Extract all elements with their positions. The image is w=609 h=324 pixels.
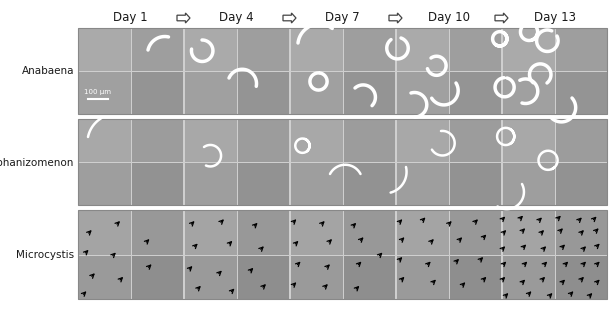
Bar xyxy=(236,210,289,254)
Bar xyxy=(396,210,448,254)
Bar xyxy=(130,162,183,205)
Bar xyxy=(184,71,236,114)
Bar xyxy=(130,119,183,162)
Bar xyxy=(396,254,448,299)
Bar xyxy=(290,162,342,205)
Bar xyxy=(448,162,501,205)
Bar xyxy=(290,210,342,254)
Bar xyxy=(342,162,395,205)
Polygon shape xyxy=(177,13,190,23)
Polygon shape xyxy=(495,13,508,23)
Bar xyxy=(555,71,607,114)
Bar xyxy=(448,71,501,114)
Text: 100 μm: 100 μm xyxy=(85,89,111,95)
Bar xyxy=(396,119,448,162)
Text: Day 1: Day 1 xyxy=(113,11,148,25)
Bar xyxy=(130,71,183,114)
Bar xyxy=(290,71,342,114)
Bar xyxy=(342,28,395,71)
Bar xyxy=(78,28,607,114)
Bar xyxy=(555,119,607,162)
Bar xyxy=(130,210,183,254)
Text: Day 10: Day 10 xyxy=(428,11,470,25)
Polygon shape xyxy=(283,13,296,23)
Bar xyxy=(448,28,501,71)
Bar xyxy=(502,119,555,162)
Bar xyxy=(184,162,236,205)
Bar xyxy=(184,28,236,71)
Bar xyxy=(502,71,555,114)
Bar xyxy=(78,210,607,299)
Bar xyxy=(236,254,289,299)
Bar xyxy=(290,119,342,162)
Bar xyxy=(448,210,501,254)
Bar xyxy=(502,254,555,299)
Bar xyxy=(78,254,130,299)
Bar xyxy=(78,119,130,162)
Bar xyxy=(236,162,289,205)
Bar xyxy=(184,119,236,162)
Bar xyxy=(502,210,555,254)
Bar xyxy=(342,210,395,254)
Bar xyxy=(78,210,130,254)
Bar xyxy=(130,254,183,299)
Bar xyxy=(448,254,501,299)
Bar xyxy=(555,210,607,254)
Polygon shape xyxy=(389,13,402,23)
Bar xyxy=(342,254,395,299)
Bar xyxy=(342,71,395,114)
Text: Anabaena: Anabaena xyxy=(21,66,74,76)
Bar xyxy=(290,254,342,299)
Bar xyxy=(184,210,236,254)
Bar xyxy=(396,28,448,71)
Text: Day 13: Day 13 xyxy=(533,11,576,25)
Bar xyxy=(290,28,342,71)
Text: Microcystis: Microcystis xyxy=(16,250,74,260)
Text: Day 4: Day 4 xyxy=(219,11,254,25)
Bar xyxy=(555,28,607,71)
Bar xyxy=(78,119,607,205)
Bar xyxy=(78,71,130,114)
Bar xyxy=(184,254,236,299)
Bar xyxy=(502,28,555,71)
Bar xyxy=(236,71,289,114)
Bar xyxy=(130,28,183,71)
Bar xyxy=(396,71,448,114)
Bar xyxy=(78,162,130,205)
Bar xyxy=(396,162,448,205)
Bar xyxy=(236,119,289,162)
Bar xyxy=(342,119,395,162)
Text: Day 7: Day 7 xyxy=(325,11,360,25)
Bar xyxy=(236,28,289,71)
Bar xyxy=(555,162,607,205)
Bar xyxy=(502,162,555,205)
Bar xyxy=(448,119,501,162)
Bar xyxy=(555,254,607,299)
Bar xyxy=(78,28,130,71)
Text: Aphanizomenon: Aphanizomenon xyxy=(0,157,74,168)
